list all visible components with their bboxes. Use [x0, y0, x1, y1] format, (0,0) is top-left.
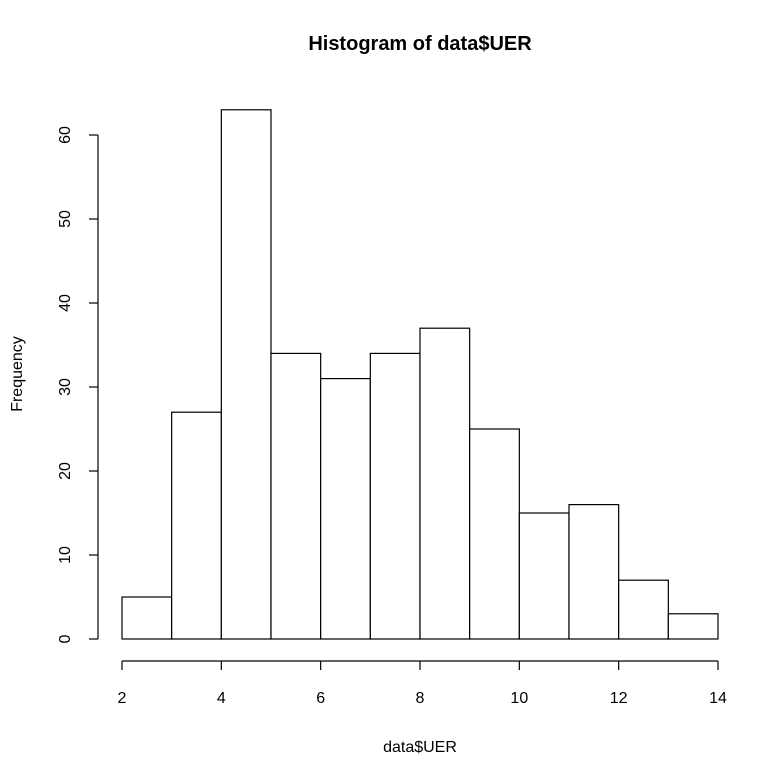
histogram-bar-3-4 [171, 411, 222, 640]
histogram-bar-2-3 [121, 596, 173, 640]
histogram-bar-13-14 [667, 613, 719, 640]
y-tick-label-50: 50 [57, 210, 74, 228]
histogram-bar-7-8 [369, 352, 421, 640]
y-tick-label-10: 10 [57, 546, 74, 564]
x-axis: 2 4 6 8 10 12 14 [118, 660, 727, 707]
y-axis: 0 10 20 30 40 50 60 [57, 126, 99, 643]
x-tick-label-4: 4 [217, 690, 226, 707]
x-axis-label: data$UER [383, 739, 457, 756]
x-tick-label-10: 10 [510, 690, 528, 707]
x-tick-label-2: 2 [118, 690, 127, 707]
histogram-bar-10-11 [518, 512, 570, 640]
y-tick-label-30: 30 [57, 378, 74, 396]
x-tick-label-14: 14 [709, 690, 727, 707]
x-tick-label-6: 6 [316, 690, 325, 707]
chart-title: Histogram of data$UER [308, 33, 532, 55]
y-axis-label: Frequency [9, 336, 26, 412]
histogram-bar-6-7 [320, 378, 371, 640]
bars-group [121, 109, 719, 640]
y-tick-label-60: 60 [57, 126, 74, 144]
histogram-bar-4-5 [220, 109, 272, 640]
y-tick-label-40: 40 [57, 294, 74, 312]
histogram-bar-12-13 [618, 579, 669, 640]
histogram-bar-11-12 [568, 504, 620, 640]
histogram-bar-9-10 [469, 428, 520, 640]
x-tick-label-8: 8 [416, 690, 425, 707]
histogram-bar-8-9 [419, 327, 471, 640]
y-tick-label-20: 20 [57, 462, 74, 480]
y-tick-label-0: 0 [57, 634, 74, 643]
x-tick-label-12: 12 [610, 690, 628, 707]
histogram-bar-5-6 [270, 352, 322, 640]
